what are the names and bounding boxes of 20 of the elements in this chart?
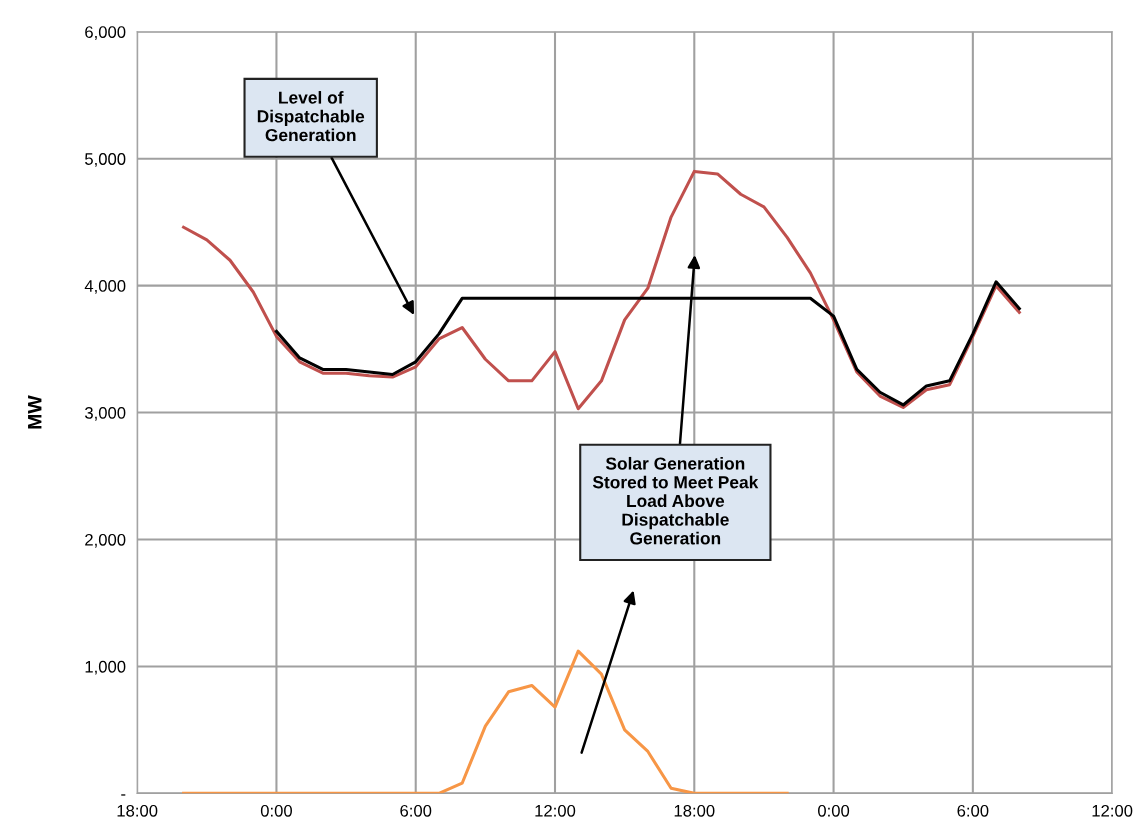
y-tick-label: 2,000 — [85, 533, 126, 548]
y-tick-label: - — [121, 794, 126, 796]
x-tick-label: 6:00 — [400, 804, 432, 817]
x-tick-label: 12:00 — [535, 804, 576, 817]
y-tick-label: 3,000 — [84, 406, 126, 421]
line-series — [182, 649, 789, 794]
x-tick-label: 6:00 — [957, 804, 989, 817]
annotation: Level of Dispatchable Generation — [257, 91, 365, 142]
y-axis-title: MW — [28, 395, 42, 429]
x-tick-label: 12:00 — [1092, 804, 1133, 817]
x-tick-label: 18:00 — [674, 804, 715, 817]
y-tick-label: 6,000 — [85, 26, 126, 40]
x-tick-label: 18:00 — [117, 804, 158, 817]
y-tick-label: 5,000 — [85, 153, 126, 167]
x-tick-label: 0:00 — [818, 804, 850, 817]
y-tick-label: 1,000 — [85, 660, 126, 675]
line-series — [182, 169, 1021, 411]
x-tick-label: 0:00 — [260, 804, 293, 817]
y-tick-label: 4,000 — [84, 280, 126, 294]
annotation: Solar Generation Stored to Meet Peak Load Above Dispatchable Generation — [592, 456, 759, 545]
